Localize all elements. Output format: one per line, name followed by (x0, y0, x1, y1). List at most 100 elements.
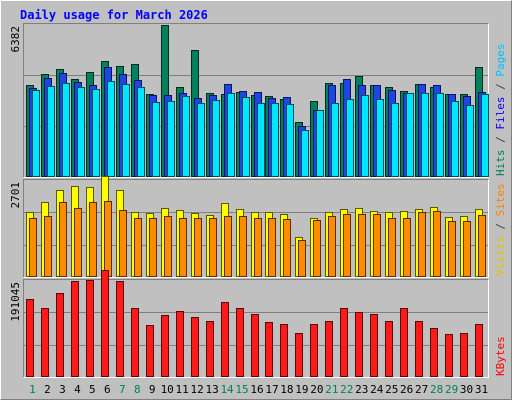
bar-pages-day-1 (32, 90, 40, 177)
x-tick-label: 6 (104, 383, 111, 396)
bar-kbytes-day-10 (161, 315, 169, 377)
x-tick-label: 3 (59, 383, 66, 396)
bar-pages-day-28 (436, 93, 444, 177)
bar-sites-day-15 (239, 216, 247, 277)
bar-kbytes-day-5 (86, 280, 94, 377)
bar-kbytes-day-13 (206, 321, 214, 377)
panel-mid: 2701 Visits / Sites (9, 176, 507, 278)
bar-pages-day-17 (271, 103, 279, 177)
bar-sites-day-12 (194, 218, 202, 277)
bar-sites-day-1 (29, 218, 37, 277)
bar-pages-day-30 (466, 105, 474, 177)
bar-pages-day-25 (391, 103, 399, 177)
bar-sites-day-22 (343, 214, 351, 277)
bar-kbytes-day-21 (325, 321, 333, 377)
series-sites (29, 201, 486, 277)
bar-pages-day-21 (331, 103, 339, 177)
bar-kbytes-day-17 (265, 322, 273, 377)
bar-kbytes-day-26 (400, 308, 408, 377)
panel-bot-border-shadow (23, 279, 489, 378)
x-tick-label: 26 (400, 383, 413, 396)
x-tick-label: 29 (445, 383, 458, 396)
bar-sites-day-11 (179, 218, 187, 277)
bar-pages-day-13 (212, 100, 220, 177)
bar-sites-day-27 (418, 212, 426, 277)
series-kbytes (26, 270, 483, 377)
bar-kbytes-day-3 (56, 293, 64, 377)
x-tick-label: 28 (430, 383, 443, 396)
x-tick-label: 1 (29, 383, 36, 396)
bar-pages-day-16 (257, 103, 265, 177)
bar-pages-day-6 (107, 81, 115, 177)
x-tick-label: 16 (250, 383, 263, 396)
panel-top-legend: Hits / Files / Pages (494, 44, 507, 177)
bar-kbytes-day-2 (41, 308, 49, 377)
bar-kbytes-day-1 (26, 299, 34, 377)
x-tick-label: 23 (355, 383, 368, 396)
panel-bot-border-light (23, 279, 489, 378)
x-tick-label: 27 (415, 383, 428, 396)
legend-part: Pages (494, 44, 507, 77)
bar-kbytes-day-6 (101, 270, 109, 377)
legend-part: Hits (494, 150, 507, 177)
bar-pages-day-14 (227, 93, 235, 177)
x-tick-label: 24 (370, 383, 384, 396)
bar-pages-day-24 (376, 99, 384, 177)
bar-kbytes-day-20 (310, 324, 318, 377)
chart-title: Daily usage for March 2026 (20, 8, 208, 22)
bar-sites-day-28 (433, 211, 441, 277)
bar-pages-day-5 (92, 89, 100, 177)
bar-pages-day-11 (182, 96, 190, 177)
legend-part: Files (494, 97, 507, 130)
panels-layer: 6382 Hits / Files / Pages 2701 Visits / Sit… (9, 23, 507, 378)
x-tick-label: 31 (475, 383, 488, 396)
bar-sites-day-6 (104, 201, 112, 277)
bar-kbytes-day-25 (385, 321, 393, 377)
bar-kbytes-day-28 (430, 328, 438, 377)
panel-mid-border-light (23, 179, 489, 278)
x-tick-label: 25 (385, 383, 398, 396)
bar-kbytes-day-19 (295, 333, 303, 377)
bar-pages-day-26 (406, 93, 414, 177)
x-tick-label: 8 (134, 383, 141, 396)
x-tick-label: 20 (310, 383, 323, 396)
bar-kbytes-day-16 (251, 314, 259, 377)
x-tick-label: 10 (161, 383, 174, 396)
bar-pages-day-9 (152, 102, 160, 177)
x-tick-label: 5 (89, 383, 96, 396)
bar-sites-day-16 (254, 218, 262, 277)
bar-sites-day-31 (478, 215, 486, 277)
bar-pages-day-2 (47, 86, 55, 177)
x-tick-label: 14 (220, 383, 234, 396)
panel-bot-ymax-label: 191045 (9, 282, 22, 322)
bar-sites-day-19 (298, 240, 306, 277)
bar-pages-day-29 (451, 101, 459, 177)
bar-sites-day-17 (268, 218, 276, 277)
legend-part: KBytes (494, 336, 507, 376)
bar-sites-day-21 (328, 216, 336, 277)
bar-sites-day-18 (283, 219, 291, 277)
bar-kbytes-day-9 (146, 325, 154, 377)
x-tick-label: 2 (44, 383, 51, 396)
bar-kbytes-day-27 (415, 321, 423, 377)
legend-part: Sites (494, 183, 507, 216)
bar-pages-day-19 (301, 130, 309, 177)
bar-sites-day-29 (448, 221, 456, 277)
bar-kbytes-day-14 (221, 302, 229, 377)
series-pages (32, 81, 489, 177)
x-tick-label: 30 (460, 383, 473, 396)
x-tick-label: 21 (325, 383, 338, 396)
bar-pages-day-10 (167, 101, 175, 177)
bar-pages-day-20 (316, 110, 324, 177)
panel-bot-legend: KBytes (494, 336, 507, 376)
x-tick-label: 22 (340, 383, 353, 396)
bar-kbytes-day-30 (460, 333, 468, 377)
bar-sites-day-24 (373, 214, 381, 277)
x-tick-label: 9 (149, 383, 156, 396)
x-tick-label: 13 (205, 383, 218, 396)
bar-pages-day-12 (197, 103, 205, 177)
panel-mid-border-shadow (23, 179, 489, 278)
x-tick-label: 15 (235, 383, 248, 396)
